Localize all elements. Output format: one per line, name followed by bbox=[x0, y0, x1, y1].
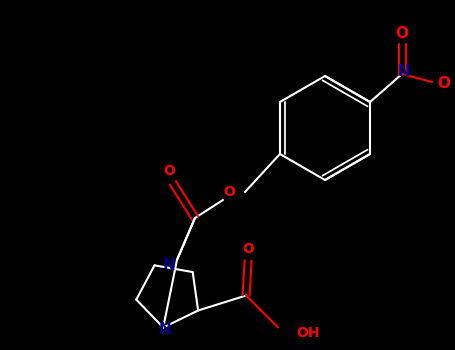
Text: O: O bbox=[223, 185, 235, 199]
Text: N: N bbox=[159, 322, 172, 337]
Text: N: N bbox=[398, 64, 410, 79]
Text: O: O bbox=[395, 27, 409, 42]
Text: O: O bbox=[163, 164, 175, 178]
Text: O: O bbox=[242, 243, 254, 257]
Text: N: N bbox=[162, 259, 175, 273]
Text: O: O bbox=[438, 77, 450, 91]
Text: OH: OH bbox=[296, 327, 319, 341]
